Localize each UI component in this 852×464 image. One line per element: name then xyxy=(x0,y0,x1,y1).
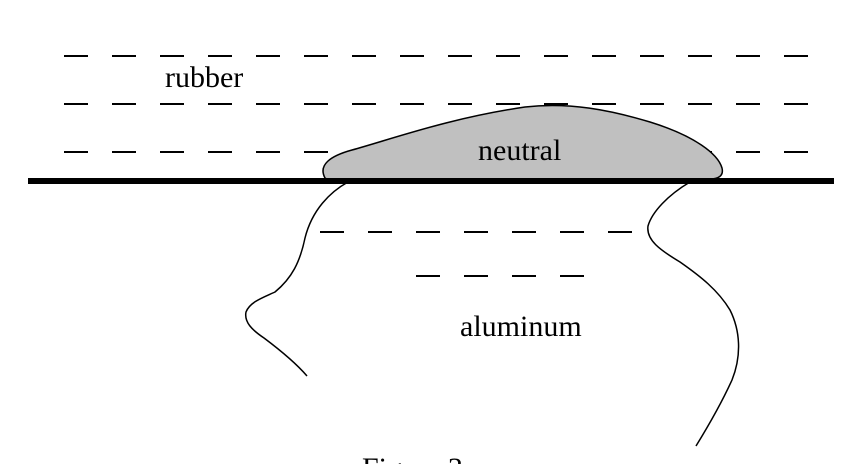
figure-caption: Figure 3 xyxy=(362,452,463,464)
neutral-label: neutral xyxy=(478,134,561,167)
aluminum-dashes xyxy=(320,231,642,277)
left-boundary-curve xyxy=(244,181,349,377)
aluminum-label: aluminum xyxy=(460,310,582,343)
rubber-label: rubber xyxy=(165,61,243,94)
right-boundary-curve xyxy=(647,181,740,447)
